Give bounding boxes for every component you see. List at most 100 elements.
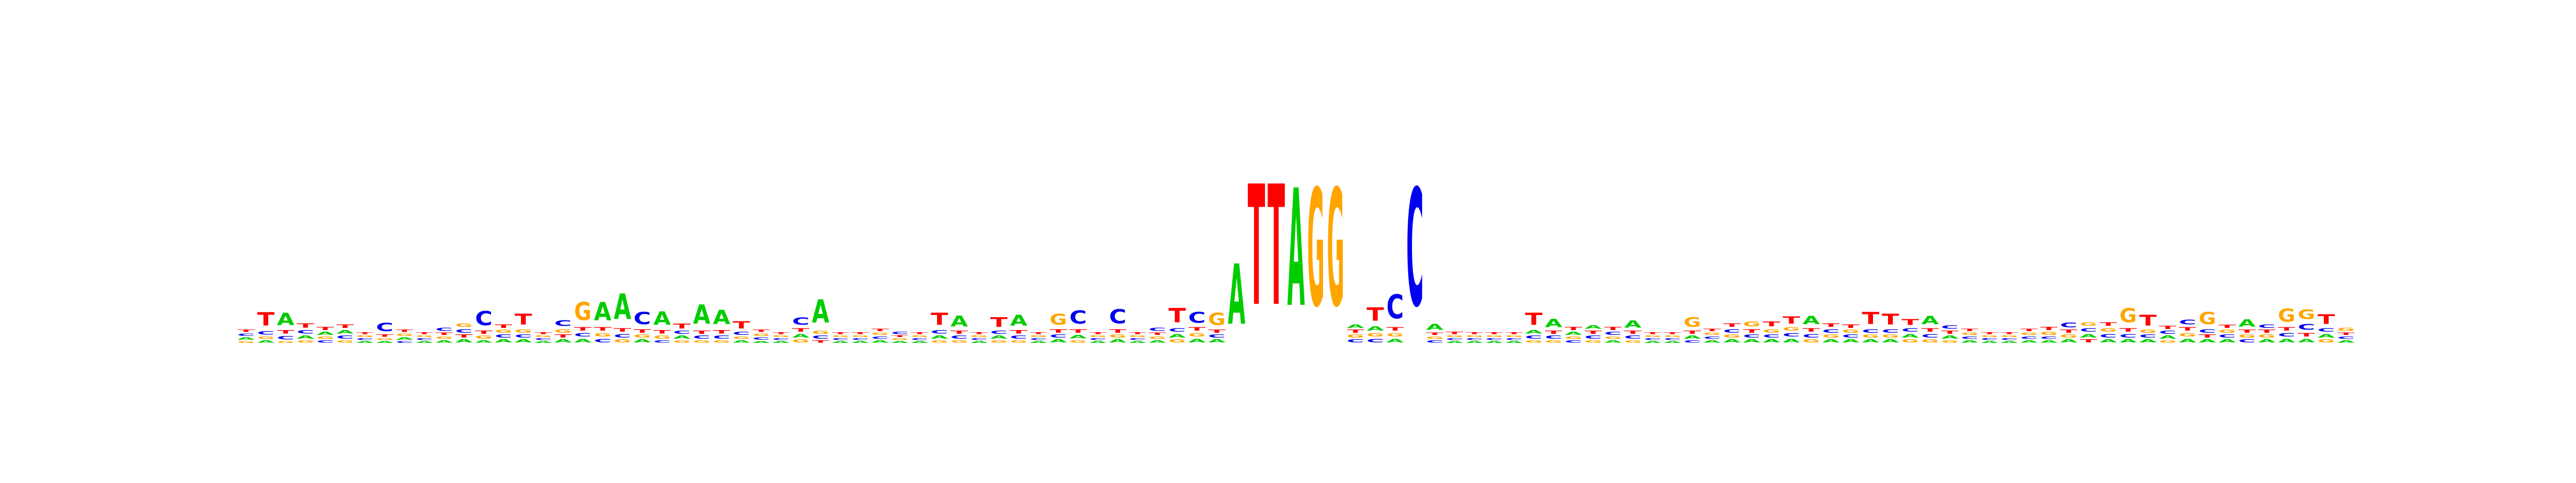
logo-letter-c-pos-96: C <box>2119 333 2136 339</box>
logo-letter-g-pos-81: G <box>1822 334 1839 339</box>
logo-letter-c-pos-38: C <box>970 338 987 340</box>
logo-letter-c-pos-5: C <box>317 340 334 343</box>
logo-letter-c-pos-46: C <box>1129 338 1146 340</box>
logo-letter-g-pos-2: G <box>257 336 274 340</box>
logo-letter-c-pos-17: C <box>554 318 572 328</box>
logo-letter-a-pos-57: A <box>1347 324 1365 330</box>
logo-letter-a-pos-29: A <box>792 333 810 339</box>
logo-letter-t-pos-101: T <box>2219 324 2237 329</box>
logo-letter-c-pos-10: C <box>415 338 433 340</box>
logo-letter-c-pos-89: C <box>1981 338 1998 340</box>
logo-letter-a-pos-21: A <box>634 339 652 343</box>
logo-letter-a-pos-63: A <box>1466 341 1483 343</box>
logo-letter-g-pos-94: G <box>2080 321 2097 327</box>
logo-letter-t-pos-70: T <box>1604 326 1622 331</box>
logo-letter-c-pos-25: C <box>713 335 730 340</box>
logo-letters: GACTAGCTGCTAGACTCGATGCATACGTAGTCCAGTACGT… <box>237 151 2355 343</box>
logo-letter-t-pos-23: T <box>673 323 691 330</box>
logo-letter-c-pos-58: C <box>1366 338 1384 343</box>
logo-letter-t-pos-37: T <box>950 330 969 335</box>
logo-letter-a-pos-93: A <box>2060 339 2077 343</box>
logo-letter-t-pos-24: T <box>693 330 711 335</box>
logo-letter-c-pos-26: C <box>733 331 750 336</box>
logo-letter-g-pos-89: G <box>1981 335 1998 338</box>
logo-letter-t-pos-18: T <box>574 326 592 332</box>
logo-letter-c-pos-6: C <box>336 335 354 340</box>
logo-letter-t-pos-57: T <box>1347 329 1365 334</box>
logo-letter-a-pos-11: A <box>435 340 453 343</box>
logo-letter-a-pos-51: A <box>1228 247 1245 343</box>
logo-letter-g-pos-34: G <box>891 338 908 340</box>
logo-letter-c-pos-80: C <box>1803 333 1820 339</box>
logo-letter-g-pos-98: G <box>2159 340 2176 343</box>
logo-letter-g-pos-101: G <box>2219 329 2236 334</box>
logo-letter-a-pos-68: A <box>1565 331 1583 336</box>
logo-letter-a-pos-8: A <box>376 341 393 343</box>
logo-letter-a-pos-70: A <box>1604 340 1622 343</box>
logo-letter-t-pos-52: T <box>1248 151 1265 343</box>
logo-letter-g-pos-96: G <box>2119 304 2136 327</box>
logo-letter-t-pos-26: T <box>733 319 750 331</box>
logo-letter-t-pos-2: T <box>257 309 274 330</box>
logo-letter-t-pos-58: T <box>1366 304 1384 325</box>
logo-letter-t-pos-20: T <box>614 327 632 333</box>
logo-letter-a-pos-87: A <box>1941 335 1959 340</box>
logo-letter-t-pos-33: T <box>872 328 889 332</box>
logo-letter-c-pos-61: C <box>1426 340 1443 343</box>
logo-letter-c-pos-28: C <box>772 338 789 340</box>
logo-letter-c-pos-82: C <box>1842 334 1859 339</box>
logo-letter-t-pos-50: T <box>1208 329 1226 334</box>
logo-letter-g-pos-7: G <box>356 335 374 338</box>
logo-letter-c-pos-32: C <box>852 338 869 340</box>
logo-letter-a-pos-1: A <box>237 337 255 341</box>
logo-letter-c-pos-47: C <box>1148 327 1166 332</box>
logo-letter-a-pos-7: A <box>356 341 374 343</box>
logo-letter-c-pos-1: C <box>237 333 254 336</box>
logo-letter-g-pos-65: G <box>1505 335 1523 338</box>
logo-letter-t-pos-53: T <box>1268 151 1285 343</box>
logo-letter-c-pos-42: C <box>1050 334 1067 339</box>
logo-letter-a-pos-35: A <box>911 341 928 343</box>
logo-letter-t-pos-74: T <box>1684 330 1702 335</box>
logo-letter-a-pos-34: A <box>891 341 908 343</box>
logo-letter-g-pos-15: G <box>515 328 532 334</box>
logo-letter-t-pos-42: T <box>1050 328 1067 334</box>
logo-letter-a-pos-44: A <box>1089 341 1107 343</box>
logo-letter-t-pos-73: T <box>1664 332 1681 334</box>
logo-letter-a-pos-30: A <box>812 294 830 330</box>
logo-letter-c-pos-24: C <box>693 335 710 340</box>
logo-letter-t-pos-36: T <box>931 310 948 329</box>
logo-letter-t-pos-46: T <box>1129 332 1146 334</box>
logo-letter-g-pos-49: G <box>1188 332 1205 338</box>
logo-letter-a-pos-22: A <box>653 308 671 329</box>
logo-letter-c-pos-39: C <box>990 330 1007 335</box>
logo-letter-c-pos-37: C <box>950 335 968 340</box>
logo-letter-g-pos-75: G <box>1703 332 1721 335</box>
logo-letter-g-pos-30: G <box>812 330 829 335</box>
logo-letter-a-pos-64: A <box>1485 341 1503 343</box>
logo-letter-t-pos-95: T <box>2099 321 2117 327</box>
logo-letter-t-pos-100: T <box>2199 334 2217 339</box>
logo-letter-a-pos-19: A <box>594 298 611 326</box>
logo-letter-t-pos-91: T <box>2021 328 2038 332</box>
logo-letter-c-pos-50: C <box>1208 334 1225 339</box>
logo-letter-g-pos-55: G <box>1307 156 1324 343</box>
logo-letter-c-pos-88: C <box>1961 336 1978 340</box>
logo-letter-a-pos-12: A <box>455 339 473 343</box>
logo-letter-a-pos-91: A <box>2021 340 2039 343</box>
logo-letter-t-pos-79: T <box>1783 314 1801 326</box>
logo-letter-c-pos-49: C <box>1188 309 1205 326</box>
logo-letter-c-pos-22: C <box>653 340 670 343</box>
logo-letter-g-pos-79: G <box>1783 326 1800 332</box>
logo-letter-t-pos-87: T <box>1941 330 1959 335</box>
logo-letter-g-pos-59: G <box>1386 332 1403 338</box>
logo-letter-t-pos-32: T <box>852 332 869 334</box>
logo-letter-t-pos-41: T <box>1030 332 1047 334</box>
logo-letter-c-pos-44: C <box>1089 338 1107 340</box>
logo-letter-c-pos-30: C <box>812 335 829 340</box>
logo-letter-c-pos-36: C <box>931 329 948 335</box>
logo-letter-g-pos-12: G <box>455 322 472 328</box>
logo-letter-t-pos-43: T <box>1070 328 1087 334</box>
logo-letter-c-pos-18: C <box>574 332 591 338</box>
logo-letter-a-pos-99: A <box>2179 338 2197 344</box>
